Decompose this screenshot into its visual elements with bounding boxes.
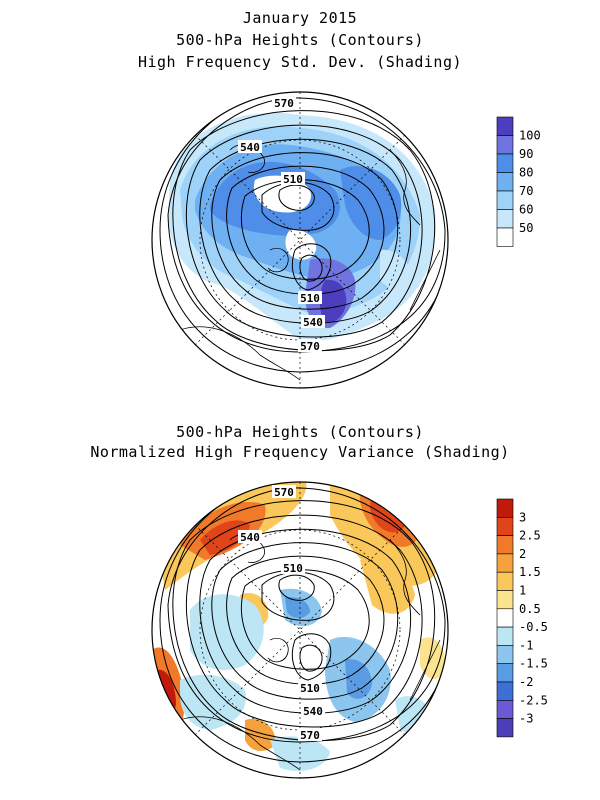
top-contour-label-510-south: 510 bbox=[300, 292, 320, 305]
bottom-variance-shading bbox=[152, 482, 446, 772]
bottom-colorbar-tick-label: -0.5 bbox=[519, 620, 548, 634]
top-title-line1: January 2015 bbox=[242, 9, 358, 27]
top-contour-label-570-north: 570 bbox=[274, 97, 294, 110]
bottom-polar-map: 570 540 510 510 540 570 bbox=[151, 481, 449, 779]
bottom-colorbar-tick-label: -2 bbox=[519, 675, 533, 689]
bottom-title-line1: 500-hPa Heights (Contours) bbox=[176, 423, 424, 441]
bottom-colorbar-tick-label: -2.5 bbox=[519, 693, 548, 707]
top-colorbar-swatch bbox=[496, 190, 514, 210]
bottom-title-line2: Normalized High Frequency Variance (Shad… bbox=[90, 443, 510, 461]
top-colorbar-tick-label: 70 bbox=[519, 184, 533, 198]
top-map-border bbox=[151, 91, 449, 389]
top-colorbar-swatch bbox=[496, 116, 514, 136]
bottom-contour-labels: 570 540 510 510 540 570 bbox=[238, 485, 325, 742]
bottom-colorbar-swatch bbox=[496, 718, 514, 738]
bottom-contour-label-540-north: 540 bbox=[240, 531, 260, 544]
top-contour-label-540-north: 540 bbox=[240, 141, 260, 154]
top-colorbar-tick-label: 90 bbox=[519, 147, 533, 161]
bottom-contour-label-510-north: 510 bbox=[283, 562, 303, 575]
bottom-colorbar-swatch bbox=[496, 590, 514, 610]
bottom-colorbar-tick-label: -3 bbox=[519, 712, 533, 726]
bottom-coastlines bbox=[179, 534, 441, 771]
bottom-colorbar-tick-label: 2 bbox=[519, 547, 526, 561]
bottom-colorbar-tick-label: 0.5 bbox=[519, 602, 541, 616]
top-contour-labels: 570 540 510 510 540 570 bbox=[238, 96, 325, 353]
top-title-line3: High Frequency Std. Dev. (Shading) bbox=[137, 53, 463, 71]
top-colorbar: 100 90 80 70 60 50 bbox=[496, 116, 541, 247]
top-colorbar-swatch bbox=[496, 227, 514, 247]
top-colorbar-swatch bbox=[496, 209, 514, 229]
bottom-colorbar-swatch bbox=[496, 681, 514, 701]
bottom-contour-label-570-south: 570 bbox=[300, 729, 320, 742]
bottom-map-border bbox=[151, 481, 449, 779]
top-colorbar-swatch bbox=[496, 172, 514, 192]
bottom-contour-label-540-south: 540 bbox=[303, 705, 323, 718]
top-colorbar-swatch bbox=[496, 135, 514, 155]
bottom-colorbar-tick-label: -1 bbox=[519, 638, 533, 652]
bottom-colorbar-swatch bbox=[496, 535, 514, 555]
bottom-colorbar-tick-label: 1 bbox=[519, 584, 526, 598]
bottom-colorbar-swatch bbox=[496, 516, 514, 536]
top-contour-label-540-south: 540 bbox=[303, 316, 323, 329]
bottom-colorbar-swatch bbox=[496, 626, 514, 646]
bottom-colorbar-swatch bbox=[496, 608, 514, 628]
bottom-colorbar: 3 2.5 2 1.5 1 0.5 -0.5 -1 -1.5 -2 -2.5 -3 bbox=[496, 498, 548, 738]
top-colorbar-tick-label: 100 bbox=[519, 129, 541, 143]
bottom-colorbar-swatch bbox=[496, 663, 514, 683]
top-colorbar-tick-label: 60 bbox=[519, 203, 533, 217]
bottom-colorbar-tick-label: 3 bbox=[519, 510, 526, 524]
top-colorbar-tick-label: 80 bbox=[519, 166, 533, 180]
top-contour-label-510-north: 510 bbox=[283, 173, 303, 186]
top-title-line2: 500-hPa Heights (Contours) bbox=[176, 31, 424, 49]
bottom-colorbar-tick-label: 1.5 bbox=[519, 565, 541, 579]
top-polar-map: 570 540 510 510 540 570 bbox=[151, 91, 449, 389]
bottom-colorbar-swatch bbox=[496, 498, 514, 518]
bottom-colorbar-swatch bbox=[496, 571, 514, 591]
bottom-contour-label-510-south: 510 bbox=[300, 682, 320, 695]
bottom-contour-label-570-north: 570 bbox=[274, 486, 294, 499]
bottom-colorbar-tick-label: -1.5 bbox=[519, 657, 548, 671]
top-colorbar-swatch bbox=[496, 153, 514, 173]
top-colorbar-tick-label: 50 bbox=[519, 221, 533, 235]
bottom-colorbar-tick-label: 2.5 bbox=[519, 529, 541, 543]
bottom-colorbar-swatch bbox=[496, 645, 514, 665]
top-contour-label-570-south: 570 bbox=[300, 340, 320, 353]
bottom-colorbar-swatch bbox=[496, 553, 514, 573]
bottom-colorbar-swatch bbox=[496, 699, 514, 719]
